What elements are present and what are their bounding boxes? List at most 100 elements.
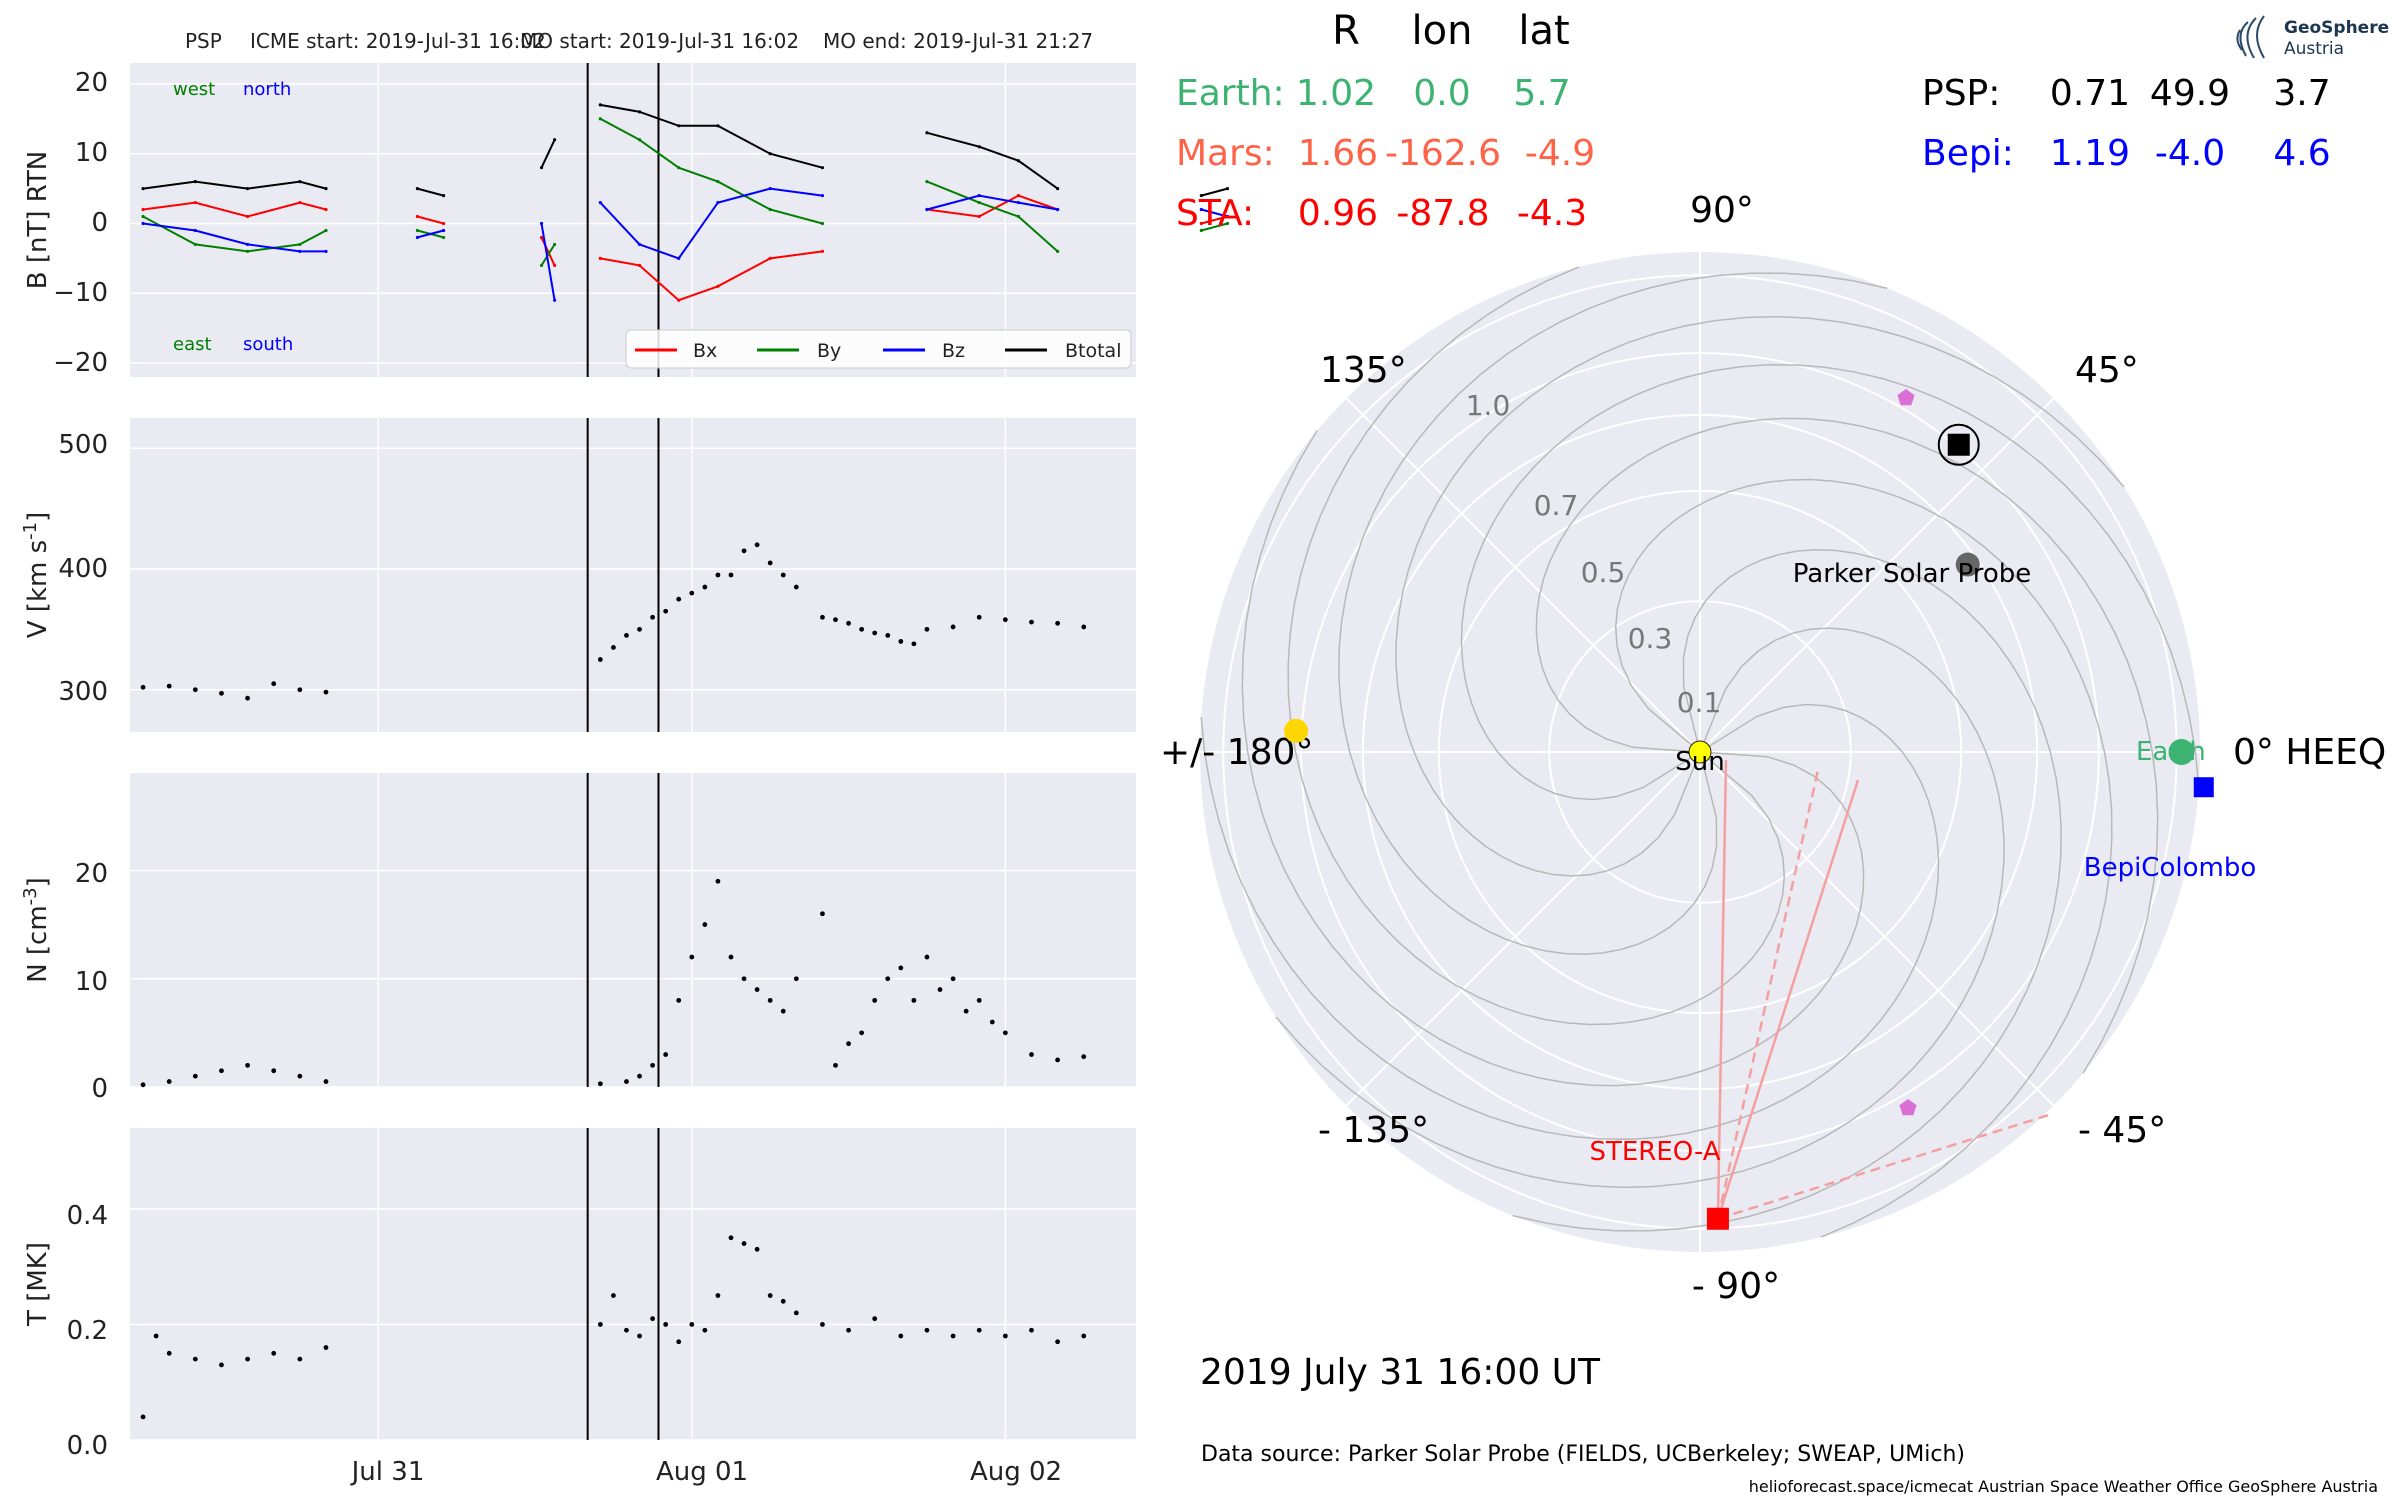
point-n bbox=[245, 1062, 250, 1068]
point-bz bbox=[677, 256, 681, 260]
point-n bbox=[937, 987, 943, 992]
point-n bbox=[166, 1079, 172, 1084]
dir-south: south bbox=[243, 334, 293, 355]
point-n bbox=[1002, 1030, 1008, 1036]
point-n bbox=[963, 1008, 969, 1014]
radial-label: 0.7 bbox=[1534, 489, 1579, 522]
point-n bbox=[663, 1052, 669, 1057]
mercury-marker bbox=[1284, 718, 1309, 743]
point-bz bbox=[539, 221, 544, 226]
swirl-icon bbox=[2236, 15, 2265, 59]
point-btotal bbox=[977, 145, 981, 149]
point-t bbox=[153, 1333, 159, 1339]
panel-v-bg bbox=[130, 418, 1136, 732]
point-v bbox=[780, 572, 786, 578]
point-n bbox=[1029, 1052, 1034, 1057]
parker-spiral bbox=[1460, 364, 2200, 801]
point-by bbox=[677, 166, 681, 170]
point-bx bbox=[415, 214, 420, 219]
point-n bbox=[793, 976, 799, 982]
angle-label-45: 45° bbox=[2075, 350, 2139, 391]
point-v bbox=[323, 689, 329, 695]
pos-sta-lon: -87.8 bbox=[1396, 193, 1489, 234]
point-t bbox=[754, 1246, 760, 1252]
v-ytick: 300 bbox=[58, 677, 108, 707]
sta-marker bbox=[1706, 1207, 1729, 1230]
point-bz bbox=[193, 228, 197, 233]
label-bepi: BepiColombo bbox=[2084, 853, 2257, 883]
psp-trajectory-marker bbox=[1899, 1099, 1917, 1116]
t-ytick: 0.0 bbox=[67, 1431, 108, 1461]
point-bz bbox=[1016, 200, 1021, 205]
n-ylabel: N [cm-3] bbox=[20, 877, 54, 983]
pos-earth-lat: 5.7 bbox=[1513, 73, 1570, 114]
point-bx bbox=[768, 256, 772, 260]
legend-bz: Bz bbox=[942, 340, 965, 362]
point-by bbox=[977, 200, 981, 205]
point-by bbox=[193, 242, 197, 247]
pos-head-lon: lon bbox=[1412, 8, 1473, 54]
point-btotal bbox=[1016, 159, 1021, 163]
point-by bbox=[1056, 249, 1060, 253]
point-bz bbox=[245, 242, 250, 247]
point-v bbox=[245, 695, 250, 701]
point-by bbox=[598, 117, 602, 121]
n-ytick: 10 bbox=[75, 967, 108, 997]
point-t bbox=[192, 1356, 198, 1362]
date-label: 2019 July 31 16:00 UT bbox=[1200, 1352, 1601, 1393]
pos-psp-label: PSP: bbox=[1922, 73, 2000, 114]
point-t bbox=[741, 1241, 747, 1246]
angle-label-m90: - 90° bbox=[1692, 1266, 1780, 1307]
v-ytick: 400 bbox=[58, 554, 108, 584]
plot-title-mo-end: MO end: 2019-Jul-31 21:27 bbox=[823, 29, 1093, 53]
plot-title-spacecraft: PSP bbox=[185, 29, 222, 53]
point-bx bbox=[637, 263, 642, 267]
pos-mars-r: 1.66 bbox=[1298, 133, 1378, 174]
point-v bbox=[297, 687, 303, 693]
point-v bbox=[637, 626, 642, 632]
point-bz bbox=[298, 249, 302, 253]
point-t bbox=[676, 1339, 682, 1345]
point-v bbox=[924, 626, 930, 632]
point-v bbox=[767, 560, 773, 566]
point-t bbox=[820, 1322, 825, 1327]
point-t bbox=[846, 1327, 851, 1333]
point-btotal bbox=[141, 187, 145, 191]
point-v bbox=[911, 641, 917, 647]
point-bx bbox=[324, 207, 328, 212]
point-n bbox=[976, 997, 982, 1003]
point-bx bbox=[1016, 193, 1021, 198]
point-btotal bbox=[598, 103, 602, 107]
point-by bbox=[324, 228, 328, 233]
point-v bbox=[624, 632, 629, 638]
point-v bbox=[192, 687, 198, 693]
polar-marks bbox=[1284, 389, 2214, 1230]
point-btotal bbox=[553, 138, 557, 142]
earth-marker bbox=[2168, 739, 2195, 765]
point-t bbox=[611, 1293, 616, 1298]
point-bz bbox=[141, 221, 145, 226]
point-v bbox=[950, 624, 956, 630]
point-n bbox=[846, 1041, 851, 1047]
point-t bbox=[166, 1350, 172, 1356]
point-v bbox=[976, 614, 982, 620]
point-t bbox=[924, 1327, 930, 1333]
point-v bbox=[166, 683, 172, 689]
plot-title-icme-start: ICME start: 2019-Jul-31 16:02 bbox=[250, 29, 546, 53]
point-bx bbox=[820, 249, 825, 253]
point-bx bbox=[539, 235, 544, 240]
point-bz bbox=[1199, 207, 1203, 212]
point-n bbox=[820, 911, 825, 917]
pos-psp-lat: 3.7 bbox=[2273, 73, 2330, 114]
point-bx bbox=[193, 200, 197, 205]
point-bz bbox=[768, 187, 772, 191]
point-v bbox=[650, 614, 655, 620]
point-by bbox=[245, 249, 250, 253]
point-by bbox=[415, 228, 420, 233]
point-t bbox=[245, 1356, 250, 1362]
v-ylabel: V [km s-1] bbox=[20, 512, 54, 639]
point-btotal bbox=[245, 187, 250, 191]
pos-head-lat: lat bbox=[1518, 8, 1569, 54]
dir-east: east bbox=[173, 334, 212, 355]
